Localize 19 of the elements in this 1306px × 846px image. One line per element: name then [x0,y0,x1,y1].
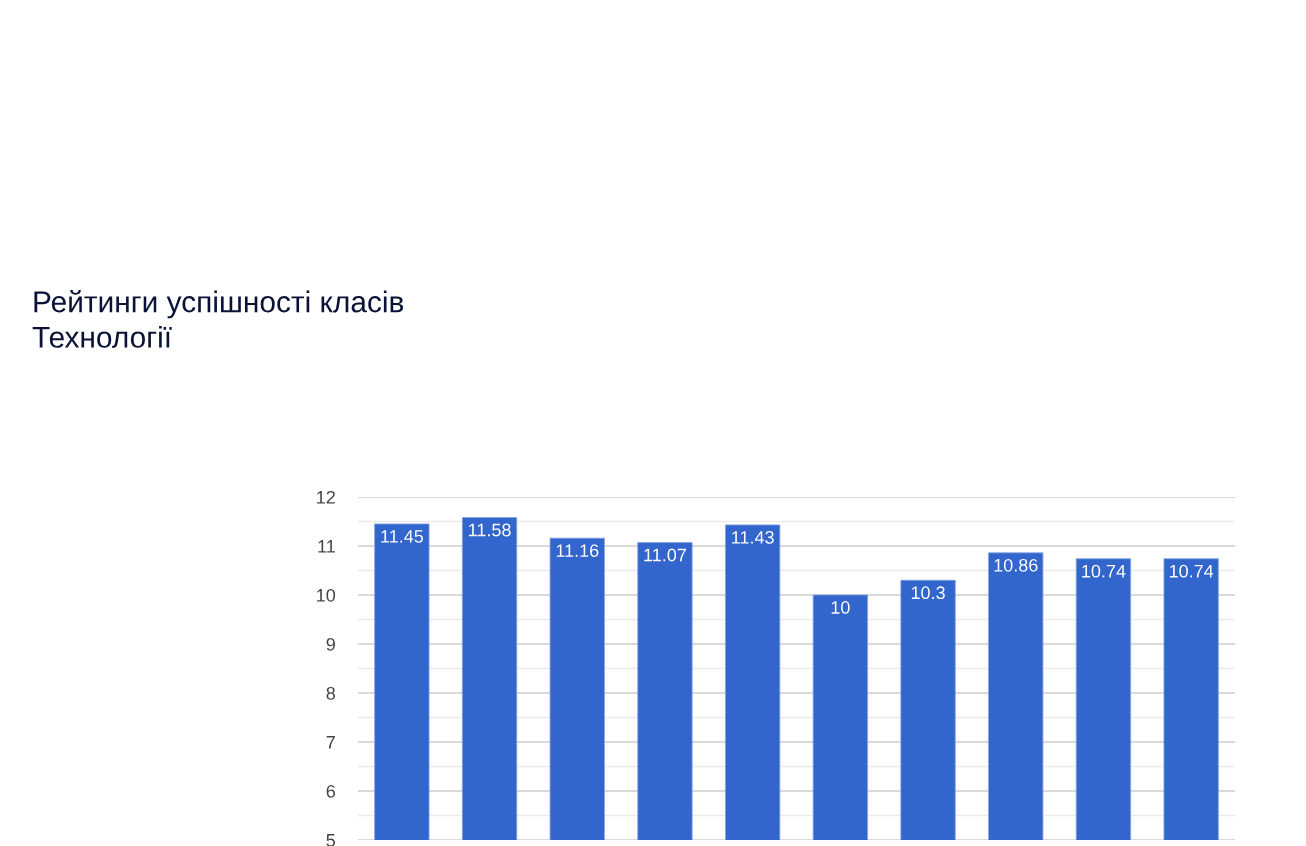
data-label: 10.74 [1082,564,1126,578]
y-tick-label: 7 [326,736,335,749]
y-tick-label: 11 [318,540,335,553]
data-label: 11.45 [381,530,424,543]
data-label: 10.74 [1169,564,1214,578]
y-tick-label: 8 [326,686,335,700]
data-label: 10 [831,601,850,614]
y-tick-label: 9 [326,637,335,651]
data-label: 11.07 [644,548,686,562]
data-label: 10.3 [911,586,945,600]
data-label: 11.58 [469,523,511,537]
data-label: 11.16 [556,544,599,557]
data-label: 10.86 [994,558,1038,572]
data-label: 11.43 [732,530,774,544]
y-tick-label: 5 [326,834,336,846]
y-tick-label: 10 [317,588,336,602]
chart-title: Рейтинги успішності класів Технології [32,290,404,348]
y-tick-label: 12 [317,490,335,504]
y-tick-label: 6 [326,784,335,798]
